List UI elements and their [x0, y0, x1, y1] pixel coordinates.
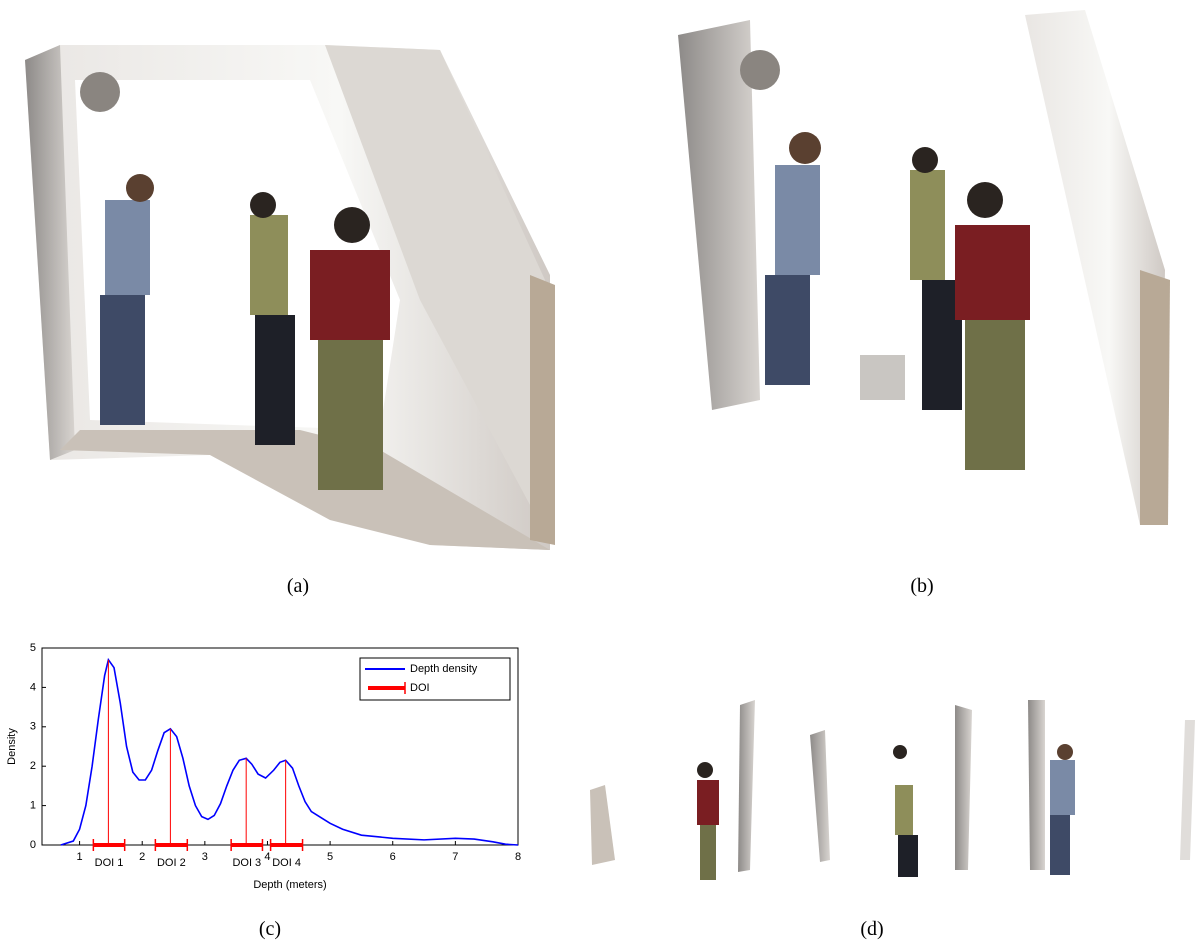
caption: (a)	[287, 575, 309, 597]
caption: (b)	[910, 575, 933, 597]
y-tick-label: 2	[30, 760, 36, 772]
legend-label: Depth density	[410, 663, 478, 675]
doi-label: DOI 1	[95, 857, 124, 869]
y-tick-label: 3	[30, 721, 36, 733]
y-tick-label: 5	[30, 642, 36, 654]
chart: 1 2 3 4 5 6 7 8 0 1 2 3 4 5 Depth (meters) Density DOI 1…	[6, 642, 521, 891]
x-tick-label: 6	[390, 851, 396, 863]
y-tick-label: 4	[30, 681, 36, 693]
caption: (c)	[259, 918, 281, 940]
x-axis-label: Depth (meters)	[253, 879, 326, 891]
y-tick-label: 0	[30, 839, 36, 851]
image-d	[590, 700, 1195, 880]
x-tick-label: 4	[264, 851, 270, 863]
doi-label: DOI 4	[272, 857, 301, 869]
x-tick-label: 8	[515, 851, 521, 863]
y-axis-label: Density	[6, 728, 18, 765]
image-b	[678, 10, 1170, 525]
image-a	[25, 45, 555, 550]
caption: (d)	[860, 918, 883, 940]
legend-label: DOI	[410, 682, 430, 694]
x-tick-label: 2	[139, 851, 145, 863]
y-tick-label: 1	[30, 800, 36, 812]
x-tick-label: 7	[452, 851, 458, 863]
doi-label: DOI 3	[232, 857, 261, 869]
doi-label: DOI 2	[157, 857, 186, 869]
x-tick-label: 3	[202, 851, 208, 863]
x-tick-label: 5	[327, 851, 333, 863]
figure: (a) (b) (c) (d) 1 2 3 4 5 6 7 8 0 1 2 3 4 5 Depth (met…	[0, 0, 1198, 945]
x-tick-label: 1	[77, 851, 83, 863]
